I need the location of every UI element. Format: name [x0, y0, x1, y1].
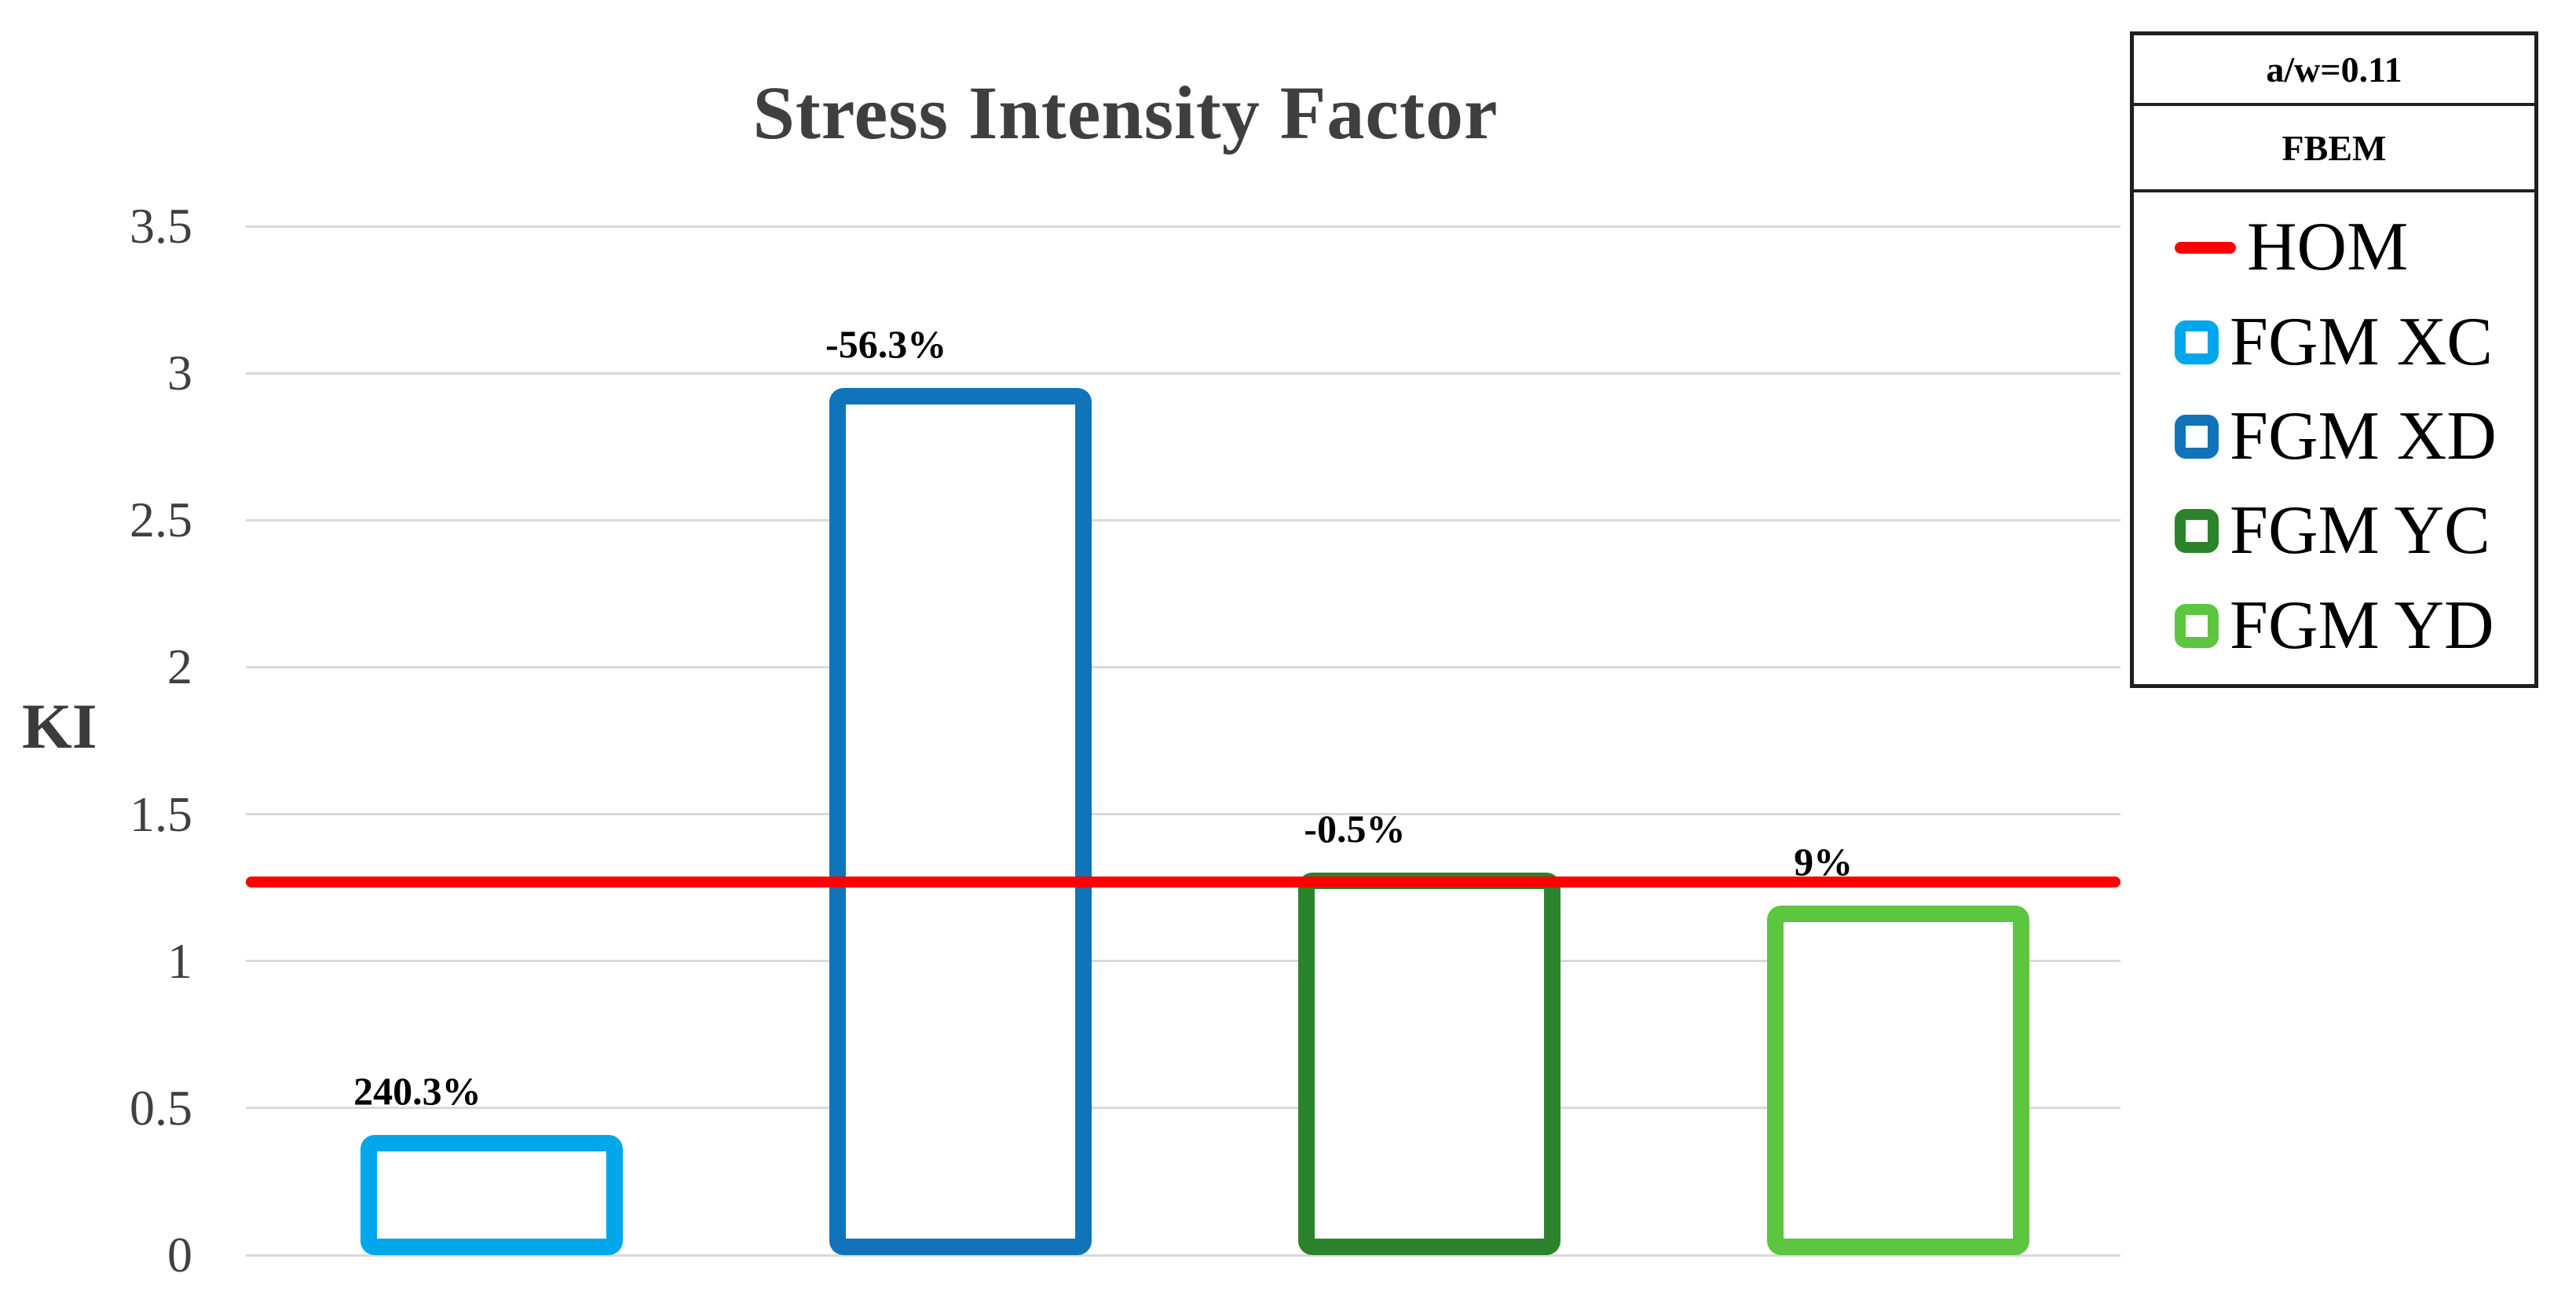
bar-fgm-yd [1766, 905, 2029, 1255]
bar-fgm-yc [1297, 873, 1561, 1255]
bar-fgm-xd [829, 387, 1092, 1255]
reference-line-hom [246, 876, 2120, 888]
gridline-y-1.5 [246, 813, 2120, 816]
legend-entry-fgm-yc: FGM YC [2175, 496, 2534, 565]
y-tick-label-1: 1 [167, 932, 192, 989]
y-tick-label-3: 3 [167, 345, 192, 401]
gridline-y-0 [246, 1254, 2120, 1257]
legend-square-swatch-icon [2175, 320, 2219, 364]
bar-label-fgm-yd: 9% [1794, 839, 1853, 884]
legend-entry-hom: HOM [2175, 213, 2534, 282]
legend-entry-label: FGM XC [2230, 303, 2493, 380]
legend-box: a/w=0.11 FBEM HOM FGM XC FGM XD FGM YC FGM Y… [2130, 31, 2538, 688]
gridline-y-1 [246, 960, 2120, 963]
gridline-y-2 [246, 665, 2120, 668]
y-tick-label-1.5: 1.5 [130, 785, 192, 842]
y-tick-label-3.5: 3.5 [130, 198, 192, 254]
gridline-y-2.5 [246, 518, 2120, 522]
y-tick-label-0.5: 0.5 [130, 1079, 192, 1136]
legend-square-swatch-icon [2175, 603, 2219, 648]
legend-entry-label: FGM YC [2230, 492, 2490, 569]
plot-area: 3.5 3 2.5 2 1.5 1 0.5 0 240.3% -56.3% -0.5% 9% [130, 198, 2120, 1283]
y-axis-title: KI [22, 690, 97, 762]
bar-fgm-xc [360, 1134, 624, 1255]
legend-square-swatch-icon [2175, 414, 2219, 459]
bar-label-fgm-xc: 240.3% [353, 1068, 481, 1113]
legend-entries: HOM FGM XC FGM XD FGM YC FGM YD [2134, 192, 2534, 684]
gridline-y-0.5 [246, 1107, 2120, 1110]
gridline-y-3 [246, 372, 2120, 375]
legend-header-method: FBEM [2134, 106, 2534, 192]
legend-entry-fgm-xc: FGM XC [2175, 303, 2534, 380]
legend-entry-label: FGM XD [2230, 397, 2497, 474]
legend-entry-label: HOM [2247, 209, 2409, 286]
legend-square-swatch-icon [2175, 509, 2219, 554]
legend-entry-fgm-xd: FGM XD [2175, 397, 2534, 474]
chart-title: Stress Intensity Factor [752, 71, 1498, 155]
y-tick-label-2: 2 [167, 639, 192, 695]
gridline-y-3.5 [246, 225, 2120, 228]
legend-header-aw: a/w=0.11 [2134, 35, 2534, 106]
legend-line-swatch-icon [2175, 241, 2236, 254]
bar-label-fgm-yc: -0.5% [1304, 807, 1406, 851]
y-tick-label-2.5: 2.5 [130, 492, 192, 548]
bar-label-fgm-xd: -56.3% [825, 321, 947, 366]
legend-entry-label: FGM YD [2230, 587, 2494, 664]
y-tick-label-0: 0 [167, 1227, 192, 1283]
legend-entry-fgm-yd: FGM YD [2175, 591, 2534, 661]
